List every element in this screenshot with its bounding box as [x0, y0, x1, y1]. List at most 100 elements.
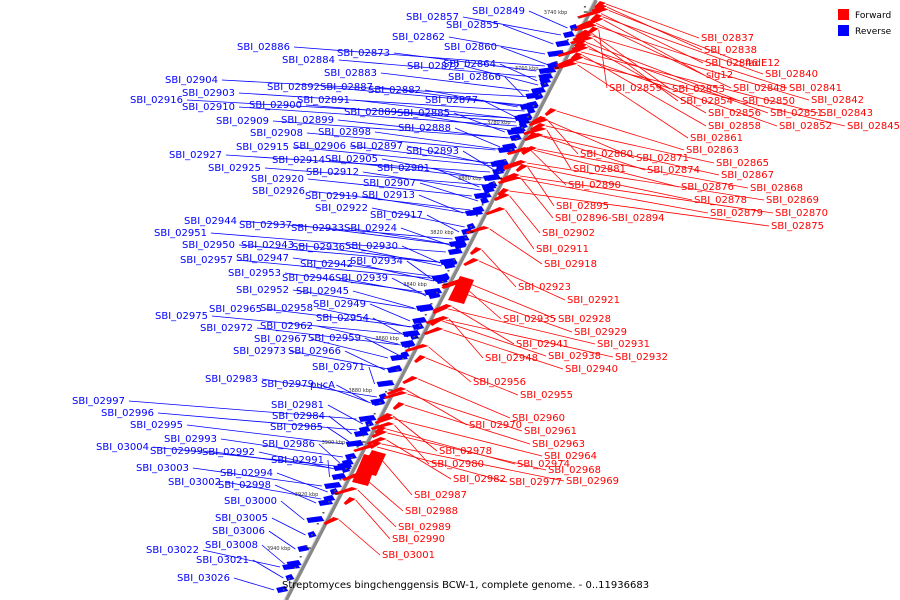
- gene-feature-forward: [493, 193, 510, 201]
- gene-label-reverse: SBI_02967: [254, 334, 307, 345]
- gene-feature-reverse: [473, 192, 492, 199]
- axis-dot: [407, 347, 410, 349]
- gene-feature-forward: [497, 176, 522, 184]
- gene-feature-forward: [463, 258, 480, 266]
- leader-line: [289, 350, 389, 370]
- gene-label-forward: SBI_02869: [766, 195, 819, 206]
- axis-dot: [311, 534, 314, 536]
- gene-label-reverse: SBI_02985: [270, 422, 323, 433]
- gene-feature-reverse: [480, 197, 490, 204]
- leader-line: [327, 459, 330, 478]
- axis-tick-label: 3800 kbp: [458, 176, 482, 182]
- gene-feature-forward: [402, 376, 419, 384]
- leader-line: [608, 10, 744, 64]
- gene-label-reverse: SBI_02953: [228, 268, 281, 279]
- leader-line: [252, 559, 284, 579]
- gene-label-reverse: SBI_02892: [267, 82, 320, 93]
- gene-label-forward: SBI_02852: [779, 121, 832, 132]
- leader-line: [157, 412, 357, 431]
- gene-label-forward: fadE12: [745, 58, 780, 69]
- gene-label-forward: SBI_02846: [705, 58, 758, 69]
- gene-label-forward: SBI_02858: [708, 121, 761, 132]
- gene-label-reverse: SBI_02899: [281, 115, 334, 126]
- axis-dot: [504, 160, 507, 162]
- leader-line: [233, 577, 275, 591]
- gene-label-forward: SBI_02948: [485, 353, 538, 364]
- gene-label-reverse: SBI_02884: [282, 55, 335, 66]
- leader-line: [600, 13, 704, 64]
- gene-label-forward: SBI_02968: [548, 465, 601, 476]
- leader-line: [371, 207, 465, 228]
- gene-label-reverse: SBI_02947: [236, 253, 289, 264]
- leader-line: [605, 3, 700, 39]
- leader-line: [349, 145, 492, 164]
- gene-feature-forward: [502, 160, 527, 168]
- gene-feature-reverse: [400, 340, 416, 347]
- gene-label-reverse: SBI_03002: [168, 477, 221, 488]
- gene-label-reverse: SBI_02939: [335, 273, 388, 284]
- gene-feature-reverse: [412, 317, 428, 324]
- axis-dot: [362, 435, 365, 437]
- gene-feature-reverse: [276, 586, 289, 593]
- leader-line: [509, 190, 770, 227]
- gene-label-forward: SBI_02848: [733, 83, 786, 94]
- leader-line: [361, 195, 467, 214]
- leader-line: [152, 446, 336, 467]
- leader-line: [368, 366, 375, 385]
- gene-label-forward: SBI_02881: [573, 164, 626, 175]
- gene-label-forward: SBI_02854: [680, 96, 733, 107]
- gene-label-forward: SBI_02964: [544, 451, 597, 462]
- gene-features: [276, 1, 609, 593]
- gene-label-forward: SBI_02865: [716, 158, 769, 169]
- gene-label-reverse: SBI_02966: [288, 346, 341, 357]
- leader-line: [592, 35, 810, 101]
- gene-feature-reverse: [344, 453, 357, 460]
- leader-line: [297, 244, 447, 264]
- gene-feature-forward: [404, 344, 429, 352]
- gene-label-reverse: SBI_03021: [196, 555, 249, 566]
- axis-dot: [333, 490, 336, 492]
- leader-line: [374, 131, 505, 151]
- axis-tick-label: 3940 kbp: [267, 546, 291, 552]
- axis-dot: [447, 270, 450, 272]
- gene-label-forward: SBI_02923: [518, 282, 571, 293]
- gene-label-reverse: SBI_02995: [130, 420, 183, 431]
- gene-feature-forward: [448, 276, 474, 304]
- axis-dot: [572, 28, 575, 30]
- legend-label-reverse: Reverse: [855, 27, 892, 37]
- leader-line: [546, 118, 579, 155]
- gene-label-forward: SBI_02990: [392, 534, 445, 545]
- gene-label-forward: SBI_02895: [556, 201, 609, 212]
- leader-line: [186, 424, 344, 445]
- gene-label-forward: SBI_02980: [431, 459, 484, 470]
- gene-feature-reverse: [562, 31, 575, 38]
- gene-label-reverse: SBI_02994: [220, 468, 273, 479]
- leader-line: [337, 119, 508, 139]
- gene-label-forward: SBI_02969: [566, 476, 619, 487]
- axis-dot: [402, 358, 405, 360]
- gene-label-forward: SBI_02956: [473, 377, 526, 388]
- genome-caption: Streptomyces bingchenggensis BCW-1, comp…: [282, 580, 649, 591]
- gene-label-reverse: SBI_03026: [177, 573, 230, 584]
- axis-dot: [316, 523, 319, 525]
- gene-feature-reverse: [464, 209, 483, 216]
- leader-line: [220, 438, 343, 458]
- leader-line: [400, 227, 453, 247]
- leader-line: [505, 209, 535, 250]
- gene-label-reverse: SBI_02857: [406, 12, 459, 23]
- legend-label-forward: Forward: [855, 11, 891, 21]
- leader-line: [588, 48, 769, 114]
- gene-feature-reverse: [331, 473, 347, 480]
- gene-feature-forward: [586, 26, 599, 35]
- leader-line: [445, 319, 614, 358]
- gene-label-forward: SBI_02955: [520, 390, 573, 401]
- gene-label-reverse: pucA: [310, 380, 335, 391]
- gene-feature-reverse: [428, 292, 441, 299]
- gene-label-reverse: SBI_02920: [251, 174, 304, 185]
- axis-dot: [578, 17, 581, 19]
- gene-label-forward: SBI_02961: [524, 426, 577, 437]
- leader-line: [376, 446, 508, 483]
- gene-label-reverse: SBI_02864: [443, 59, 496, 70]
- gene-label-forward: SBI_02896-SBI_02894: [555, 213, 665, 224]
- leader-line: [452, 306, 515, 345]
